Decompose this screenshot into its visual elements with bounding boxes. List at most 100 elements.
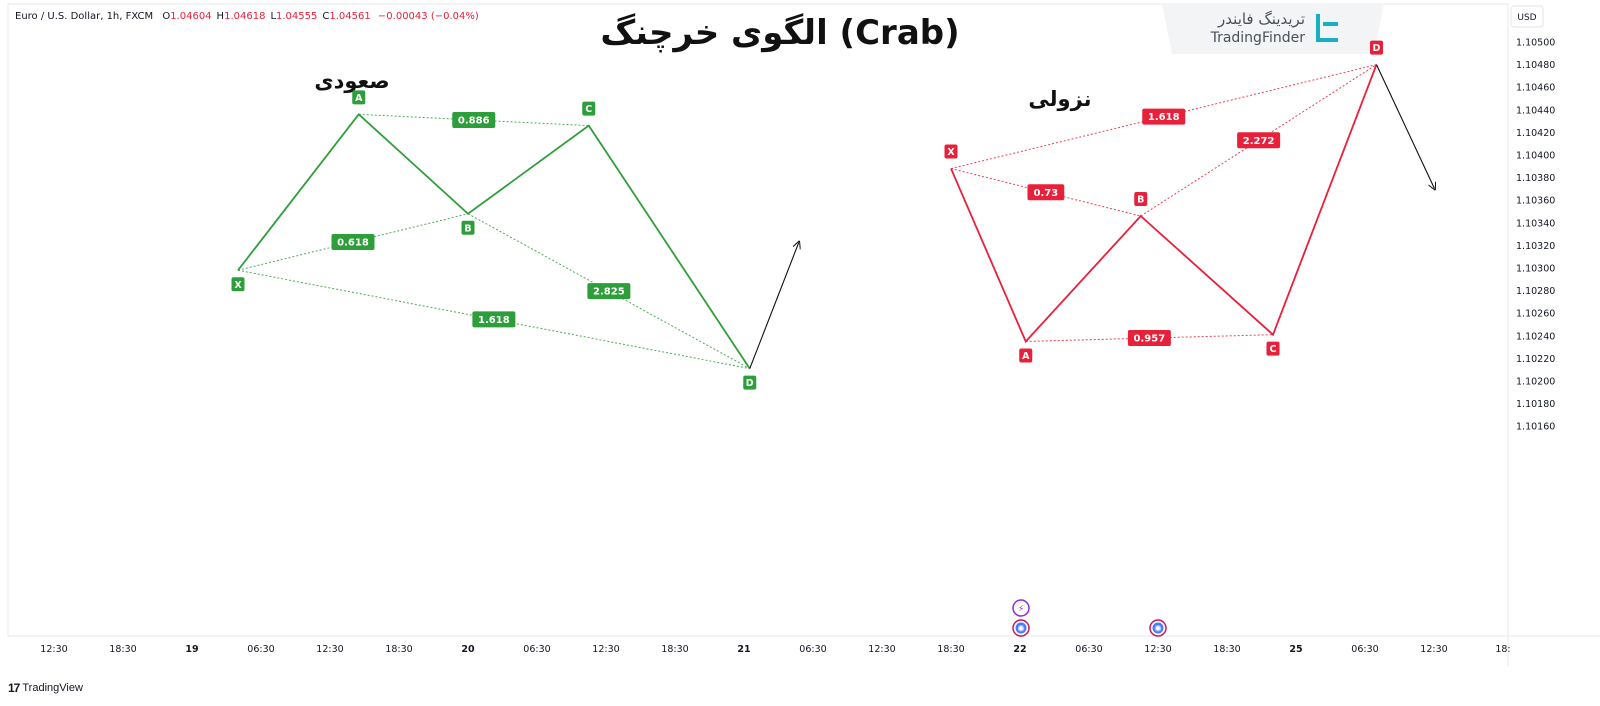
time-tick-label: 06:30 (799, 644, 826, 655)
bearish-ratio-line-ac (1025, 334, 1274, 342)
time-tick-label: 12:30 (592, 644, 619, 655)
bullish-ratio-label: 0.618 (331, 234, 375, 251)
bearish-ratio-label: 1.618 (1142, 108, 1186, 125)
price-tick-label: 1.10460 (1516, 83, 1555, 94)
bearish-point-d[interactable]: D (1370, 40, 1383, 55)
svg-text:✺: ✺ (1154, 625, 1162, 635)
price-tick-label: 1.10260 (1516, 309, 1555, 320)
bearish-ratio-value: 0.957 (1134, 334, 1166, 345)
time-tick-label: 21 (737, 644, 750, 655)
currency-button-frame (1510, 5, 1544, 28)
time-tick-label: 18:30 (385, 644, 412, 655)
bearish-point-a[interactable]: A (1019, 348, 1033, 363)
bullish-point-x[interactable]: X (231, 277, 245, 292)
price-axis[interactable]: 1.10500 1.10480 1.10460 1.10440 1.10420 1.104… (1516, 38, 1555, 433)
tradingview-logo[interactable]: 17 TradingView (8, 681, 83, 695)
price-tick-label: 1.10420 (1516, 128, 1555, 139)
tradingview-logo-text: TradingView (22, 682, 83, 694)
symbol-legend[interactable]: Euro / U.S. Dollar, 1h, FXCM O1.04604 H1.… (15, 11, 479, 22)
ohlc-key: C (322, 11, 329, 22)
price-tick-label: 1.10220 (1516, 354, 1555, 365)
bullish-ratio-label: 1.618 (472, 311, 516, 328)
price-tick-label: 1.10480 (1516, 60, 1555, 71)
bearish-projection-arrow (1376, 64, 1435, 189)
time-tick-label: 25 (1289, 644, 1302, 655)
time-tick-label: 12:30 (1420, 644, 1447, 655)
price-tick-label: 1.10160 (1516, 422, 1555, 433)
price-change: −0.00043 (−0.04%) (378, 11, 479, 22)
time-tick-label: 06:30 (1075, 644, 1102, 655)
bullish-point-badge (231, 277, 245, 292)
time-tick-label: 12:30 (40, 644, 67, 655)
chart-pane (7, 3, 1509, 637)
bullish-ratio-badge (587, 283, 631, 300)
time-tick-label: 18:30 (937, 644, 964, 655)
lightning-event-icon[interactable]: ⚡ (1012, 599, 1030, 617)
bullish-point-c[interactable]: C (582, 101, 596, 116)
bearish-point-badge (944, 144, 958, 159)
ohlc-value: 1.04604 (170, 11, 211, 22)
brand-badge: تریدینگ فایندر TradingFinder (1162, 4, 1384, 54)
bearish-point-label: D (1373, 43, 1381, 54)
bullish-point-a[interactable]: A (352, 90, 366, 105)
tradingfinder-logo-icon (1316, 14, 1338, 42)
bullish-ratio-badge (331, 234, 375, 251)
economic-event-icon-2[interactable]: ✺ (1149, 619, 1167, 637)
bearish-ratio-badge (1237, 132, 1281, 149)
svg-text:⚡: ⚡ (1018, 605, 1024, 615)
currency-label: USD (1517, 13, 1536, 23)
bullish-point-d[interactable]: D (743, 375, 757, 390)
symbol-name: Euro / U.S. Dollar, 1h, FXCM (15, 11, 153, 22)
bearish-point-badge (1019, 348, 1033, 363)
bullish-ratio-value: 1.618 (478, 315, 510, 326)
bearish-point-badge (1266, 341, 1280, 356)
bullish-ratio-badge (472, 311, 516, 328)
bearish-point-b[interactable]: B (1134, 192, 1148, 207)
harmonic-patterns: 0.886 0.618 2.825 1.618 X A B C D 1.618 2.272 0.73 0… (231, 40, 1435, 390)
page-title: الگوی خرچنگ (Crab) (600, 13, 959, 53)
bullish-point-label: C (585, 104, 592, 115)
bullish-point-label: X (234, 280, 242, 291)
bullish-projection-arrow (749, 243, 799, 369)
price-tick-label: 1.10240 (1516, 331, 1555, 342)
currency-button[interactable]: USD (1510, 5, 1544, 28)
time-tick-label: 20 (461, 644, 475, 655)
bearish-ratio-badge (1027, 184, 1065, 201)
bullish-crab-pattern: 0.886 0.618 2.825 1.618 X A B C D (231, 90, 799, 390)
bullish-point-badge (461, 220, 475, 235)
time-tick-label: 12:30 (1144, 644, 1171, 655)
price-tick-label: 1.10360 (1516, 196, 1555, 207)
bearish-point-badge (1370, 40, 1383, 55)
bearish-pattern-legs (950, 64, 1378, 344)
price-tick-label: 1.10440 (1516, 105, 1555, 116)
bearish-point-c[interactable]: C (1266, 341, 1280, 356)
bullish-ratio-value: 0.886 (458, 115, 490, 126)
brand-name-fa: تریدینگ فایندر (1217, 10, 1305, 28)
bullish-point-label: D (746, 378, 754, 389)
bearish-point-badge (1134, 192, 1148, 207)
price-tick-label: 1.10180 (1516, 399, 1555, 410)
bearish-point-label: X (947, 147, 955, 158)
bearish-ratio-value: 1.618 (1148, 112, 1180, 123)
time-tick-label: 19 (185, 644, 198, 655)
bearish-point-label: C (1270, 344, 1277, 355)
bearish-ratio-label: 0.73 (1027, 184, 1065, 201)
brand-name-en: TradingFinder (1210, 30, 1306, 46)
time-tick-label: 12:30 (868, 644, 895, 655)
bullish-label: صعودی (314, 69, 389, 93)
bearish-point-label: B (1137, 195, 1144, 206)
price-tick-label: 1.10500 (1516, 38, 1555, 49)
price-tick-label: 1.10400 (1516, 151, 1555, 162)
svg-text:✺: ✺ (1017, 625, 1025, 635)
bullish-ratio-badge (452, 111, 496, 128)
time-tick-label: 18:30 (661, 644, 688, 655)
bearish-point-x[interactable]: X (944, 144, 958, 159)
bullish-point-b[interactable]: B (461, 220, 475, 235)
time-axis[interactable]: 12:30 18:30 19 06:30 12:30 18:30 20 06:30 12:30 1… (40, 644, 1510, 655)
economic-event-icon[interactable]: ✺ (1012, 619, 1030, 637)
bearish-ratio-label: 0.957 (1127, 330, 1171, 347)
bearish-ratio-line-xd (950, 64, 1377, 170)
bullish-point-badge (352, 90, 366, 105)
